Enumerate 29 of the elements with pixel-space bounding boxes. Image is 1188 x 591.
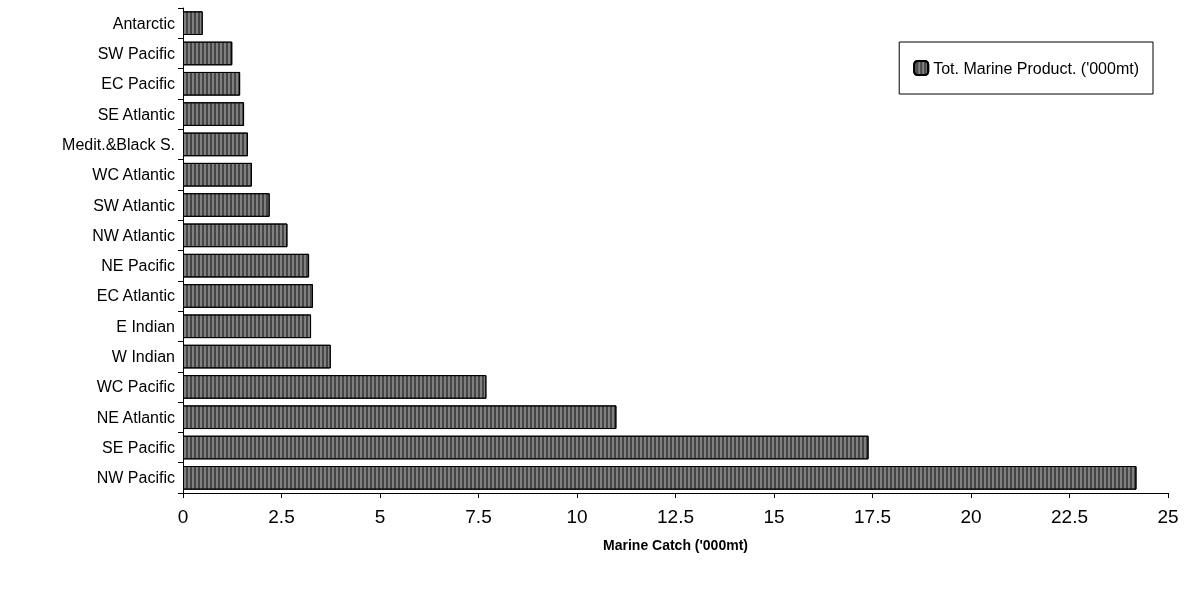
y-tick-label: EC Pacific	[101, 75, 175, 93]
y-tick-label: SW Pacific	[97, 44, 175, 62]
y-tick-label: SW Atlantic	[93, 196, 175, 214]
y-tick-label: NE Atlantic	[96, 408, 175, 426]
y-tick-label: W Indian	[111, 348, 175, 366]
x-tick-label: 0	[177, 506, 189, 527]
y-tick-label: WC Atlantic	[92, 166, 175, 184]
legend-label: Tot. Marine Product. ('000mt)	[933, 59, 1139, 77]
x-tick-label: 25	[1157, 506, 1179, 527]
y-tick-label: Medit.&Black S.	[62, 135, 175, 153]
y-tick-label: EC Atlantic	[96, 287, 175, 305]
x-axis-title: Marine Catch ('000mt)	[603, 537, 748, 553]
y-tick-label: WC Pacific	[96, 378, 175, 396]
y-tick-label: SE Pacific	[102, 439, 175, 457]
x-tick-label: 20	[960, 506, 982, 527]
y-tick-label: NW Pacific	[96, 469, 175, 487]
y-tick-label: Antarctic	[112, 14, 175, 32]
x-tick-label: 15	[763, 506, 785, 527]
x-tick-label: 5	[374, 506, 386, 527]
x-tick-label: 7.5	[465, 506, 492, 527]
y-tick-label: SE Atlantic	[97, 105, 175, 123]
y-tick-label: E Indian	[116, 317, 175, 335]
y-tick-label: NW Atlantic	[92, 226, 175, 244]
x-tick-label: 22.5	[1051, 506, 1088, 527]
x-tick-label: 2.5	[268, 506, 295, 527]
x-tick-label: 17.5	[854, 506, 891, 527]
x-tick-label: 10	[566, 506, 588, 527]
x-tick-label: 12.5	[657, 506, 694, 527]
y-tick-label: NE Pacific	[101, 257, 175, 275]
